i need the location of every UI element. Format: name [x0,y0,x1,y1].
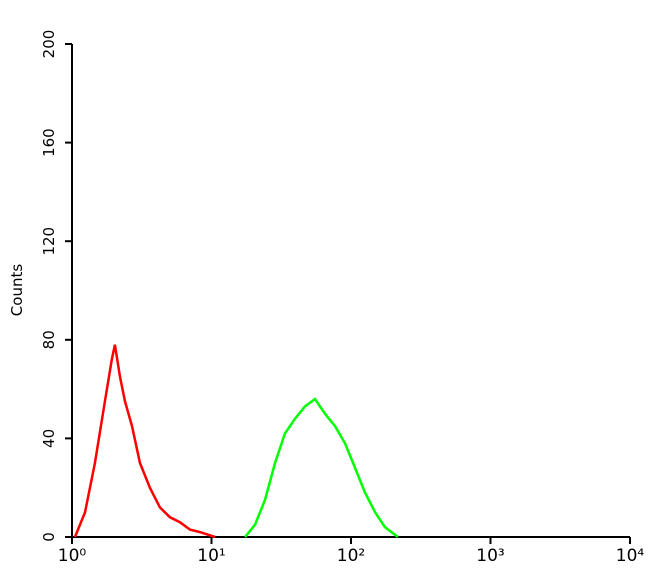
y-axis-label: Counts [8,264,26,317]
x-tick-label: 10¹ [197,546,225,566]
y-tick-label: 80 [40,330,58,349]
x-tick-label: 10² [337,546,365,566]
y-tick-label: 200 [40,30,58,59]
axes [71,44,630,538]
x-tick-label: 10³ [476,546,504,566]
y-tick-label: 0 [40,532,58,542]
histogram-line [244,397,399,538]
x-tick-label: 10⁰ [58,546,87,566]
y-tick-label: 160 [40,128,58,157]
y-tick-label: 40 [40,429,58,448]
histogram-line [73,344,216,539]
y-tick-label: 120 [40,227,58,256]
x-tick-label: 10⁴ [616,546,645,566]
